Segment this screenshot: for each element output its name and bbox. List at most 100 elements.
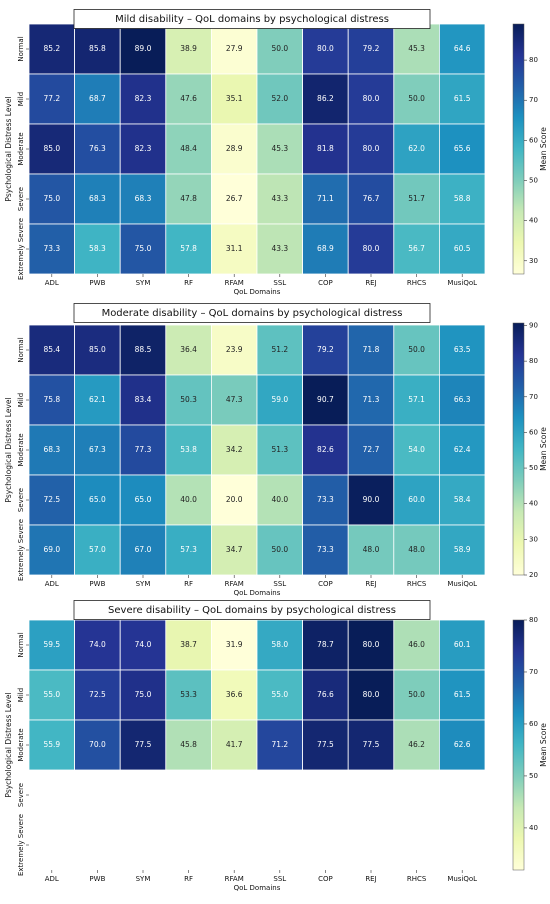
cell-value-label: 77.5 xyxy=(317,740,334,749)
heatmap-cell xyxy=(347,719,395,771)
x-tick-label: SSL xyxy=(273,279,286,287)
heatmap-cell xyxy=(256,324,303,376)
colorbar-tick-label: 70 xyxy=(529,668,538,676)
colorbar-tick-label: 80 xyxy=(529,616,538,624)
x-tick-label: COP xyxy=(318,875,333,883)
x-tick-label: ADL xyxy=(45,279,59,287)
cell-value-label: 79.2 xyxy=(317,345,334,354)
cell-value-label: 58.4 xyxy=(454,495,471,504)
cell-value-label: 34.7 xyxy=(226,545,243,554)
x-tick-label: SYM xyxy=(136,580,151,588)
heatmap-cell xyxy=(119,424,167,476)
cell-value-label: 62.4 xyxy=(454,445,471,454)
cell-value-label: 77.5 xyxy=(135,740,152,749)
heatmap-cell xyxy=(74,669,121,721)
cell-value-label: 71.8 xyxy=(363,345,380,354)
heatmap-cell xyxy=(28,719,75,771)
cell-value-label: 90.0 xyxy=(363,495,380,504)
cell-value-label: 63.5 xyxy=(454,345,471,354)
heatmap-cell xyxy=(28,524,75,576)
cell-value-label: 85.8 xyxy=(89,44,106,53)
x-tick-label: PWB xyxy=(89,875,105,883)
x-tick-label: REJ xyxy=(365,279,376,287)
heatmap-cell xyxy=(393,173,440,225)
y-tick-label: Moderate xyxy=(17,132,25,165)
y-axis-label: Psychological Distress Level xyxy=(4,96,13,201)
cell-value-label: 50.0 xyxy=(271,545,288,554)
chart-title: Mild disability – QoL domains by psychol… xyxy=(115,14,389,25)
cell-value-label: 50.0 xyxy=(408,345,425,354)
cell-value-label: 89.0 xyxy=(135,44,152,53)
cell-value-label: 51.7 xyxy=(408,194,425,203)
y-tick-label: Normal xyxy=(17,632,25,657)
x-tick-label: PWB xyxy=(89,580,105,588)
heatmap-cell xyxy=(438,619,486,671)
y-tick-label: Moderate xyxy=(17,728,25,761)
x-tick-label: SYM xyxy=(136,875,151,883)
colorbar-tick-label: 70 xyxy=(529,96,538,104)
colorbar-tick-label: 50 xyxy=(529,177,538,185)
heatmap-panel-3: 59.5 74.0 74.0 38.7 31.9 58.0 78.7 80.0 46.0 60.1… xyxy=(4,600,548,892)
heatmap-cell xyxy=(438,173,486,225)
y-tick-label: Mild xyxy=(17,92,25,106)
heatmap-cell xyxy=(438,424,486,476)
heatmap-cell xyxy=(119,719,167,771)
cell-value-label: 75.0 xyxy=(135,690,152,699)
cell-value-label: 72.5 xyxy=(43,495,60,504)
heatmap-cell xyxy=(74,474,121,526)
colorbar-tick-label: 80 xyxy=(529,357,538,365)
heatmap-cell xyxy=(347,123,395,175)
cell-value-label: 45.3 xyxy=(408,44,425,53)
cell-value-label: 77.3 xyxy=(135,445,152,454)
cell-value-label: 76.6 xyxy=(317,690,334,699)
heatmap-cell xyxy=(347,374,395,426)
x-axis-label: QoL Domains xyxy=(234,288,281,296)
heatmap-cell xyxy=(347,223,395,275)
cell-value-label: 73.3 xyxy=(43,244,60,253)
colorbar-tick-label: 40 xyxy=(529,824,538,832)
cell-value-label: 55.0 xyxy=(271,690,288,699)
heatmap-cell xyxy=(210,223,258,275)
cell-value-label: 51.3 xyxy=(271,445,288,454)
cell-value-label: 46.0 xyxy=(408,640,425,649)
heatmap-cell xyxy=(74,374,121,426)
y-tick-label: Extremely Severe xyxy=(17,218,25,280)
y-tick-label: Extremely Severe xyxy=(17,519,25,581)
heatmap-cell xyxy=(347,619,395,671)
cell-value-label: 65.6 xyxy=(454,144,471,153)
heatmap-cell xyxy=(302,324,349,376)
cell-value-label: 82.6 xyxy=(317,445,334,454)
heatmap-cell xyxy=(74,619,121,671)
cell-value-label: 68.7 xyxy=(89,94,106,103)
x-tick-label: RFAM xyxy=(225,279,244,287)
cell-value-label: 47.8 xyxy=(180,194,197,203)
cell-value-label: 50.0 xyxy=(408,94,425,103)
colorbar-tick-label: 40 xyxy=(529,500,538,508)
heatmap-panel-1: 85.2 85.8 89.0 38.9 27.9 50.0 80.0 79.2 45.3 64.6… xyxy=(4,9,548,296)
colorbar-tick-label: 70 xyxy=(529,393,538,401)
heatmap-cell xyxy=(119,324,167,376)
heatmap-cell xyxy=(165,73,212,125)
heatmap-cell xyxy=(28,474,75,526)
y-tick-label: Severe xyxy=(17,187,25,211)
cell-value-label: 55.9 xyxy=(43,740,60,749)
heatmap-cell xyxy=(302,173,349,225)
cell-value-label: 68.9 xyxy=(317,244,334,253)
colorbar-tick-label: 80 xyxy=(529,56,538,64)
cell-value-label: 85.4 xyxy=(43,345,60,354)
y-tick-label: Mild xyxy=(17,393,25,407)
cell-value-label: 31.1 xyxy=(226,244,243,253)
cell-value-label: 67.3 xyxy=(89,445,106,454)
heatmap-cell xyxy=(165,374,212,426)
x-tick-label: PWB xyxy=(89,279,105,287)
heatmap-cell xyxy=(393,123,440,175)
cell-value-label: 69.0 xyxy=(43,545,60,554)
heatmap-cell xyxy=(256,223,303,275)
cell-value-label: 60.0 xyxy=(408,495,425,504)
heatmap-cell xyxy=(210,524,258,576)
x-tick-label: RF xyxy=(184,279,193,287)
cell-value-label: 80.0 xyxy=(363,690,380,699)
cell-value-label: 48.4 xyxy=(180,144,197,153)
cell-value-label: 48.0 xyxy=(363,545,380,554)
